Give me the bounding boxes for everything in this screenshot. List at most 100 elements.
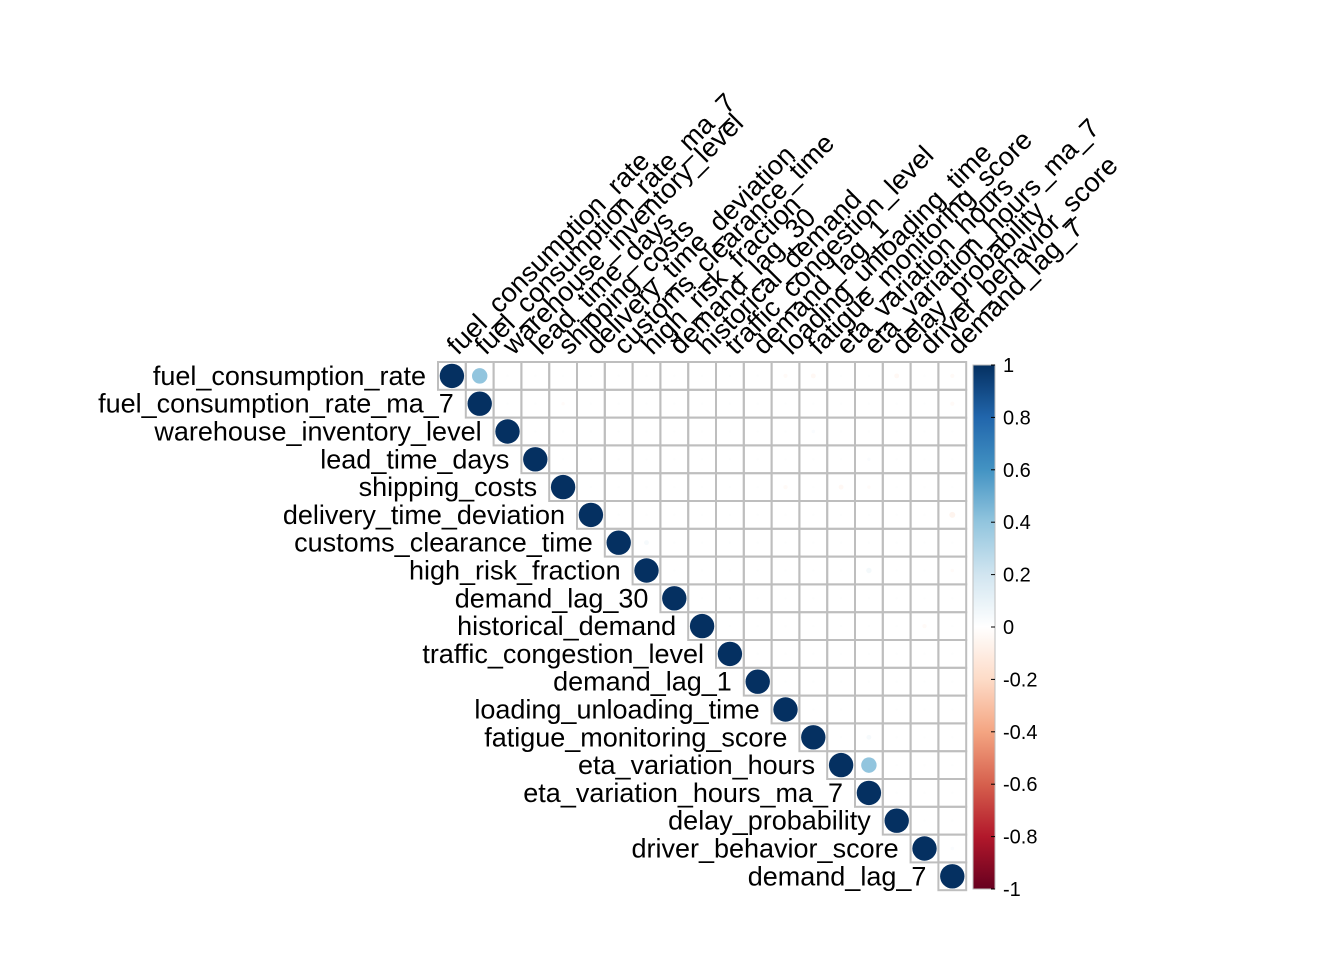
corr-point-shipping_costs-delivery_time_deviation <box>589 485 593 489</box>
corr-point-high_risk_fraction-delay_probability <box>895 569 898 572</box>
corr-point-demand_lag_1-demand_lag_7 <box>951 680 954 683</box>
matrix-grid <box>437 361 968 892</box>
corr-point-delivery_time_deviation-fatigue_monitoring_score <box>812 513 815 517</box>
corr-point-fuel_consumption_rate_ma_7-delivery_time_deviation <box>589 402 593 405</box>
corr-point-traffic_congestion_level-eta_variation_hours_ma_7 <box>867 652 871 656</box>
corr-point-demand_lag_1-delay_probability <box>895 680 898 683</box>
corr-point-traffic_congestion_level-eta_variation_hours <box>839 652 843 656</box>
row-label: customs_clearance_time <box>294 528 593 558</box>
corr-point-demand_lag_30-demand_lag_1 <box>756 597 759 600</box>
corr-point-demand_lag_1-loading_unloading_time <box>784 680 787 683</box>
corr-point-fatigue_monitoring_score-eta_variation_hours <box>839 736 843 739</box>
corr-point-fuel_consumption_rate_ma_7-shipping_costs <box>561 401 565 406</box>
corr-point-fuel_consumption_rate-historical_demand <box>700 374 704 378</box>
corr-point-traffic_congestion_level-traffic_congestion_level <box>717 641 743 667</box>
corr-point-demand_lag_30-historical_demand <box>700 597 704 600</box>
corr-point-demand_lag_30-fatigue_monitoring_score <box>812 597 815 600</box>
corr-point-delivery_time_deviation-customs_clearance_time <box>617 513 620 517</box>
corr-point-demand_lag_30-eta_variation_hours <box>839 597 843 600</box>
row-label: traffic_congestion_level <box>422 639 704 669</box>
row-label: delivery_time_deviation <box>283 500 565 530</box>
row-label: warehouse_inventory_level <box>153 417 481 447</box>
corr-point-warehouse_inventory_level-loading_unloading_time <box>784 430 787 433</box>
corr-point-delay_probability-delay_probability <box>884 808 909 833</box>
corr-point-lead_time_days-shipping_costs <box>561 458 565 461</box>
corr-point-loading_unloading_time-demand_lag_7 <box>951 708 954 711</box>
row-label: loading_unloading_time <box>474 695 759 725</box>
corr-point-customs_clearance_time-loading_unloading_time <box>784 541 787 544</box>
corr-point-delivery_time_deviation-delivery_time_deviation <box>578 502 604 528</box>
corr-point-traffic_congestion_level-fatigue_monitoring_score <box>812 652 815 656</box>
corr-point-eta_variation_hours_ma_7-eta_variation_hours_ma_7 <box>856 780 882 806</box>
corr-point-shipping_costs-fatigue_monitoring_score <box>812 485 815 489</box>
corr-point-driver_behavior_score-driver_behavior_score <box>912 836 937 861</box>
corr-point-loading_unloading_time-eta_variation_hours <box>839 708 843 711</box>
corr-point-fuel_consumption_rate_ma_7-eta_variation_hours <box>839 402 843 405</box>
corr-point-delivery_time_deviation-high_risk_fraction <box>645 513 648 517</box>
corr-point-delivery_time_deviation-eta_variation_hours_ma_7 <box>867 513 871 517</box>
corr-point-loading_unloading_time-loading_unloading_time <box>773 697 798 722</box>
corr-point-fuel_consumption_rate-fuel_consumption_rate_ma_7 <box>471 368 488 384</box>
corr-point-fuel_consumption_rate-high_risk_fraction <box>645 374 648 378</box>
corr-point-warehouse_inventory_level-demand_lag_7 <box>951 430 954 433</box>
corr-point-lead_time_days-loading_unloading_time <box>784 458 787 461</box>
corr-point-historical_demand-driver_behavior_score <box>922 623 927 629</box>
corr-point-delivery_time_deviation-demand_lag_7 <box>949 511 956 518</box>
corr-point-lead_time_days-delivery_time_deviation <box>589 458 593 461</box>
corr-point-high_risk_fraction-historical_demand <box>700 569 704 572</box>
corr-point-shipping_costs-eta_variation_hours <box>838 484 844 490</box>
row-label: delay_probability <box>668 806 871 836</box>
corr-point-traffic_congestion_level-demand_lag_1 <box>756 652 759 656</box>
corr-point-shipping_costs-loading_unloading_time <box>783 484 788 490</box>
corr-point-fuel_consumption_rate-delay_probability <box>894 373 900 379</box>
corr-point-delivery_time_deviation-traffic_congestion_level <box>728 513 732 517</box>
corr-point-high_risk_fraction-demand_lag_30 <box>673 569 676 572</box>
corr-point-historical_demand-delay_probability <box>895 624 898 628</box>
corr-point-lead_time_days-demand_lag_1 <box>756 458 759 461</box>
corr-point-high_risk_fraction-demand_lag_7 <box>950 568 955 573</box>
corr-point-fuel_consumption_rate-demand_lag_7 <box>950 373 955 379</box>
corr-point-eta_variation_hours_ma_7-driver_behavior_score <box>923 791 926 795</box>
corr-point-delivery_time_deviation-delay_probability <box>895 513 898 517</box>
corr-point-lead_time_days-eta_variation_hours_ma_7 <box>867 457 871 462</box>
corr-point-high_risk_fraction-eta_variation_hours <box>839 569 843 572</box>
corr-point-fuel_consumption_rate_ma_7-delay_probability <box>895 402 898 405</box>
corr-point-fuel_consumption_rate-fatigue_monitoring_score <box>810 373 816 379</box>
corr-point-historical_demand-eta_variation_hours <box>839 624 843 628</box>
corr-point-eta_variation_hours-delay_probability <box>895 763 898 767</box>
corr-point-customs_clearance_time-historical_demand <box>700 541 704 544</box>
corr-point-warehouse_inventory_level-eta_variation_hours_ma_7 <box>867 430 871 433</box>
corr-point-eta_variation_hours-eta_variation_hours_ma_7 <box>861 757 877 773</box>
row-label: eta_variation_hours <box>578 750 815 780</box>
corr-point-lead_time_days-delay_probability <box>895 458 898 461</box>
corr-point-customs_clearance_time-delay_probability <box>895 541 898 544</box>
corr-point-demand_lag_30-demand_lag_7 <box>951 597 954 600</box>
corr-point-warehouse_inventory_level-demand_lag_30 <box>673 430 676 433</box>
color-bar-tick-label: -0.2 <box>1003 669 1037 691</box>
corr-point-historical_demand-loading_unloading_time <box>784 624 787 628</box>
corr-point-eta_variation_hours-driver_behavior_score <box>923 763 926 767</box>
corr-point-shipping_costs-driver_behavior_score <box>923 485 926 489</box>
corr-point-eta_variation_hours-demand_lag_7 <box>951 763 954 767</box>
corr-point-lead_time_days-fatigue_monitoring_score <box>812 458 815 461</box>
color-bar-tick-label: 0.8 <box>1003 407 1031 429</box>
corr-point-demand_lag_30-loading_unloading_time <box>784 597 787 600</box>
corr-point-fuel_consumption_rate_ma_7-demand_lag_30 <box>673 402 676 405</box>
corr-point-historical_demand-demand_lag_7 <box>951 624 954 628</box>
corr-point-high_risk_fraction-high_risk_fraction <box>634 558 659 583</box>
corr-point-high_risk_fraction-fatigue_monitoring_score <box>812 569 815 572</box>
color-legend: 1 0.8 0.6 0.4 0.2 0 -0.2 -0.4 -0.6 -0.8 -1 <box>972 355 1037 901</box>
corr-point-customs_clearance_time-demand_lag_30 <box>673 541 676 544</box>
corr-point-customs_clearance_time-demand_lag_1 <box>756 541 759 544</box>
corr-point-loading_unloading_time-eta_variation_hours_ma_7 <box>867 708 871 711</box>
corr-point-shipping_costs-traffic_congestion_level <box>728 485 732 489</box>
corr-point-historical_demand-fatigue_monitoring_score <box>812 624 815 628</box>
row-label: lead_time_days <box>320 444 509 474</box>
row-label: demand_lag_1 <box>553 667 732 697</box>
corr-point-traffic_congestion_level-driver_behavior_score <box>923 652 926 656</box>
corr-point-demand_lag_1-fatigue_monitoring_score <box>812 680 815 683</box>
corr-point-fuel_consumption_rate-warehouse_inventory_level <box>506 374 509 378</box>
corr-point-demand_lag_30-eta_variation_hours_ma_7 <box>867 597 871 600</box>
corr-point-fuel_consumption_rate-customs_clearance_time <box>617 374 620 378</box>
